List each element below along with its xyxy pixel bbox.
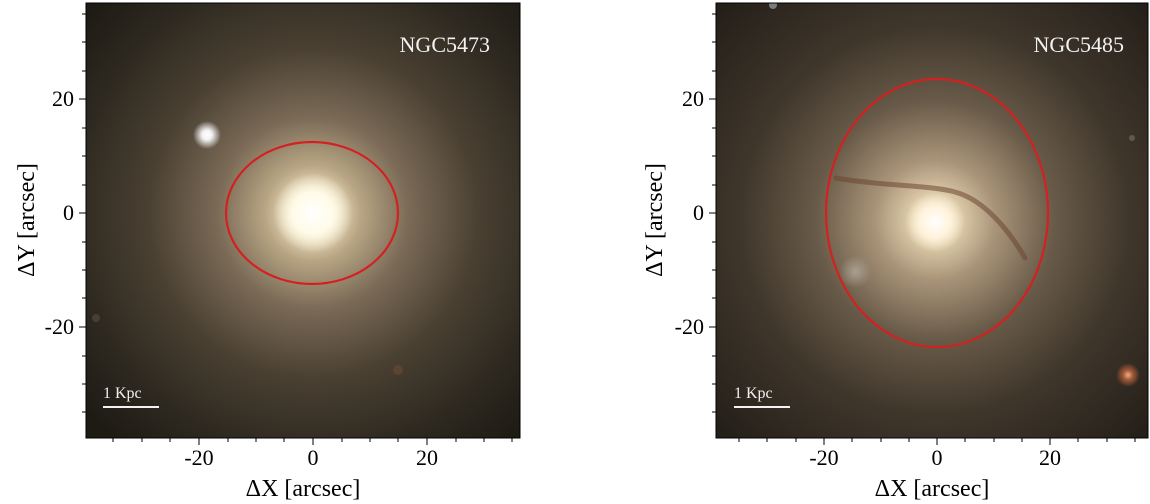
y-tick-label: -20: [675, 314, 704, 339]
x-tick-label: -20: [184, 445, 213, 470]
scale-bar-label: 1 Kpc: [734, 385, 773, 402]
x-axis-title: ΔX [arcsec]: [875, 476, 990, 502]
scale-bar: 1 Kpc: [734, 385, 790, 408]
y-tick-label: 20: [682, 86, 704, 111]
plot-frame: [85, 2, 521, 439]
galaxy-name-label: NGC5473: [400, 32, 490, 57]
x-tick-label: -20: [809, 445, 838, 470]
y-axis-title: ΔY [arcsec]: [642, 163, 668, 277]
y-tick-label: 0: [693, 200, 704, 225]
y-tick-label: 0: [63, 200, 74, 225]
galaxy-image-ngc5473: [86, 3, 520, 438]
x-tick-label: 20: [416, 445, 438, 470]
foreground-star: [193, 121, 221, 149]
x-tick-label: 20: [1039, 445, 1061, 470]
panel-ngc5485: NGC5485 1 Kpc: [642, 2, 1149, 502]
tick-marks: [709, 13, 1136, 445]
foreground-star: [1116, 363, 1140, 387]
tick-marks: [79, 13, 513, 445]
plot-frame: [715, 2, 1149, 439]
y-tick-label: -20: [45, 314, 74, 339]
galaxy-image-ngc5485: [716, 3, 1148, 438]
scale-bar-label: 1 Kpc: [103, 385, 142, 402]
x-axis-title: ΔX [arcsec]: [246, 476, 361, 502]
y-axis-title: ΔY [arcsec]: [14, 163, 40, 277]
aperture-ellipse: [824, 77, 1050, 349]
galaxy-name-label: NGC5485: [1034, 32, 1124, 57]
x-tick-label: 0: [308, 445, 319, 470]
panel-ngc5473: NGC5473 1 Kpc: [14, 2, 521, 502]
dust-lane: [833, 175, 1028, 261]
scale-bar: 1 Kpc: [103, 385, 159, 408]
y-tick-label: 20: [52, 86, 74, 111]
x-tick-label: 0: [932, 445, 943, 470]
aperture-ellipse: [224, 140, 400, 286]
